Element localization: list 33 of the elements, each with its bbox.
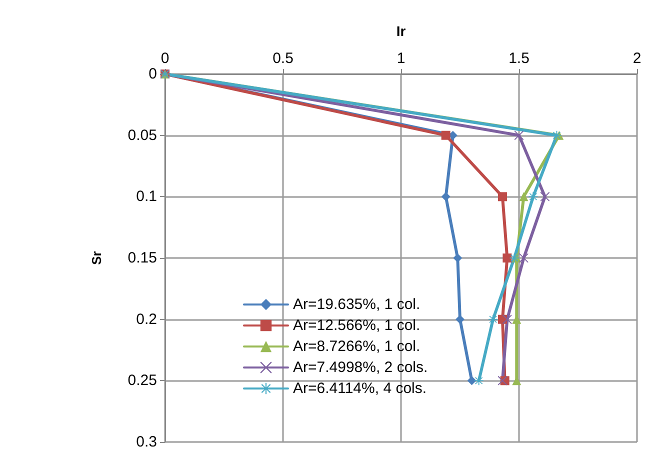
legend-label: Ar=6.4114%, 4 cols. [293,380,427,397]
y-tick-label: 0.1 [136,188,157,206]
point [474,376,484,386]
y-tick-label: 0 [148,66,157,82]
point [502,254,512,262]
point [467,376,476,386]
legend-label: Ar=12.566%, 1 col. [293,317,420,334]
y-tick-label: 0.15 [128,250,157,266]
x-tick-label: 0.5 [272,50,294,67]
point [510,254,519,262]
x-tick-label: 0 [160,50,170,67]
legend-label: Ar=8.7266%, 1 col. [293,338,420,355]
point [453,254,462,262]
y-tick-label: 0.25 [128,372,157,390]
y-tick-label: 0.2 [136,310,157,328]
point [441,192,450,202]
point [519,192,528,202]
y-tick-label: 0.05 [128,126,157,144]
point [498,192,507,202]
point [528,192,538,202]
legend-label: Ar=19.635%, 1 col. [293,296,420,313]
point [502,314,512,324]
x-tick-label: 1 [396,50,406,67]
x-tick-label: 1.5 [508,50,530,67]
point [552,130,562,140]
point [514,130,524,140]
y-axis-title: Sr [89,251,104,265]
point [488,314,498,324]
x-tick-label: 2 [632,50,642,67]
legend-label: Ar=7.4998%, 2 cols. [293,359,428,376]
x-axis-title: Ir [396,23,406,39]
point [441,130,450,140]
y-tick-label: 0.3 [136,434,157,450]
